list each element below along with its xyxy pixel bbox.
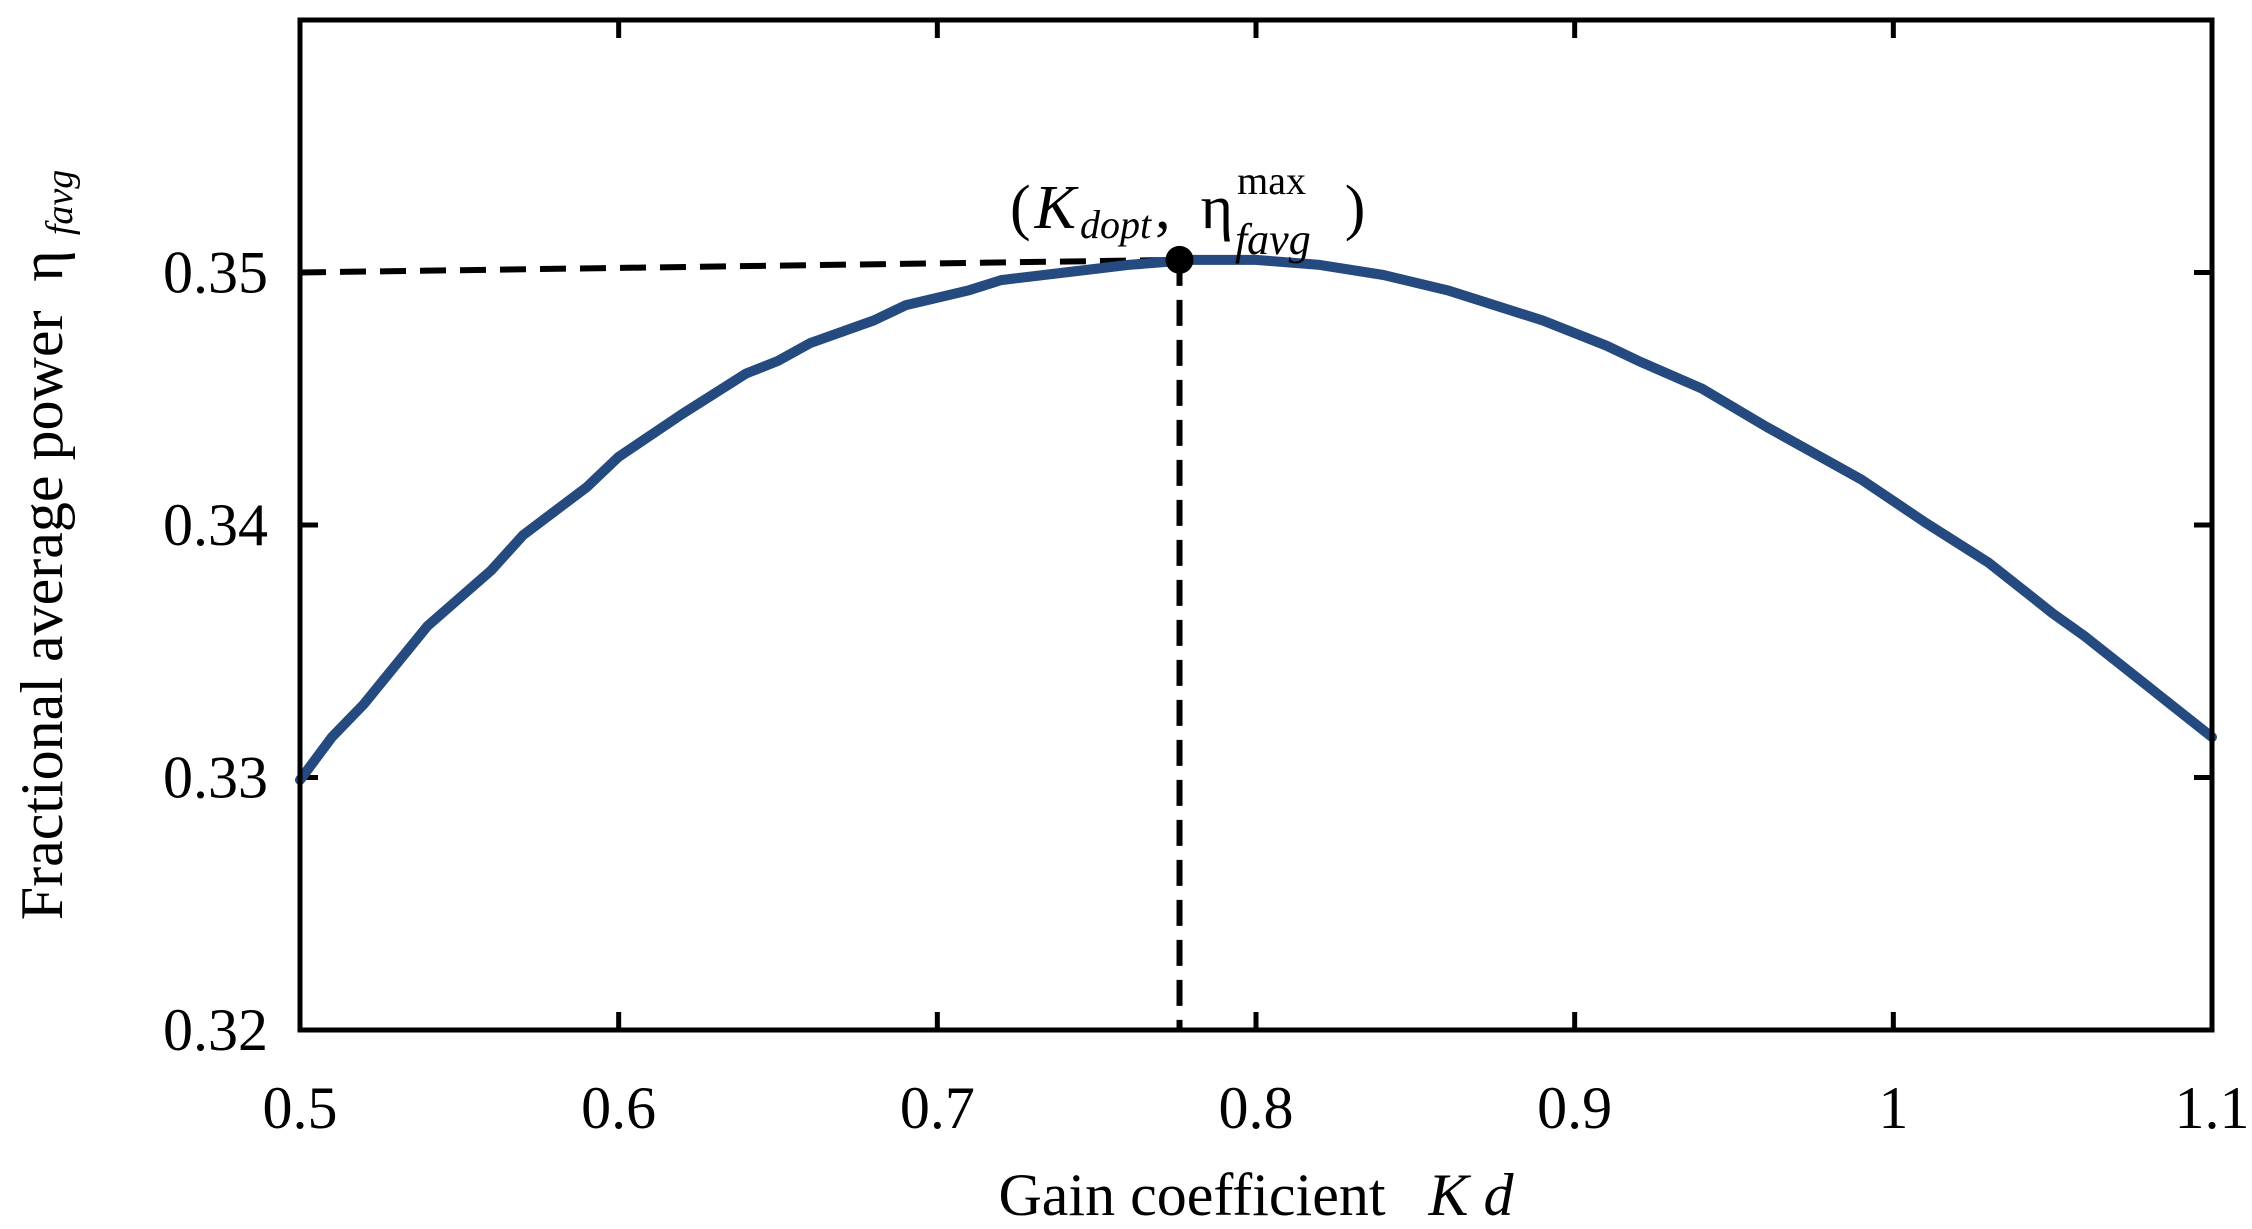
optimum-horizontal-guide <box>299 256 1180 276</box>
x-tick-label: 0.5 <box>263 1075 338 1141</box>
series-lines <box>295 254 2217 785</box>
annotation-comma: , <box>1155 174 1171 242</box>
plot-frame <box>297 17 2215 1033</box>
x-axis-title-symbol: K <box>1428 1162 1472 1228</box>
y-axis-title-symbol: η <box>9 250 75 281</box>
annotation-k: K <box>1034 174 1080 242</box>
annotation-close-paren: ) <box>1345 174 1366 242</box>
x-tick-label: 1 <box>1878 1075 1908 1141</box>
y-tick-label: 0.34 <box>163 492 268 558</box>
x-tick-label: 0.6 <box>581 1075 656 1141</box>
x-tick-label: 0.7 <box>900 1075 975 1141</box>
x-axis-title-text: Gain coefficient <box>998 1162 1385 1228</box>
x-axis-title-symbol-sub: d <box>1484 1162 1515 1228</box>
annotation-k-sub: dopt <box>1080 202 1152 247</box>
y-axis-tick-labels: 0.32 0.33 0.34 0.35 <box>163 240 268 1064</box>
annotation-eta: η <box>1201 174 1233 242</box>
annotation-open-paren: ( <box>1010 174 1031 242</box>
annotation-eta-sub: favg <box>1235 215 1311 264</box>
optimum-annotation: ( K dopt , η max favg ) <box>1010 158 1365 264</box>
x-tick-label: 0.8 <box>1219 1075 1294 1141</box>
series-line-eta_favg <box>295 254 2217 785</box>
annotation-eta-sup: max <box>1237 158 1306 203</box>
y-axis-title-text: Fractional average power <box>9 311 75 921</box>
y-axis-title: Fractional average power η favg <box>9 170 81 921</box>
x-tick-label: 1.1 <box>2175 1075 2250 1141</box>
optimum-point-group <box>1165 245 1194 274</box>
optimum-point <box>1165 245 1194 274</box>
x-axis-tick-labels: 0.5 0.6 0.7 0.8 0.9 1 1.1 <box>263 1075 2250 1141</box>
y-axis-title-symbol-sub: favg <box>39 170 81 235</box>
y-tick-label: 0.33 <box>163 745 268 811</box>
y-axis-ticks <box>300 270 2212 1033</box>
x-axis-title: Gain coefficient K d <box>998 1162 1514 1228</box>
x-tick-label: 0.9 <box>1537 1075 1612 1141</box>
y-tick-label: 0.32 <box>163 997 268 1063</box>
optimum-guide-lines <box>299 256 1183 1030</box>
y-tick-label: 0.35 <box>163 240 268 306</box>
